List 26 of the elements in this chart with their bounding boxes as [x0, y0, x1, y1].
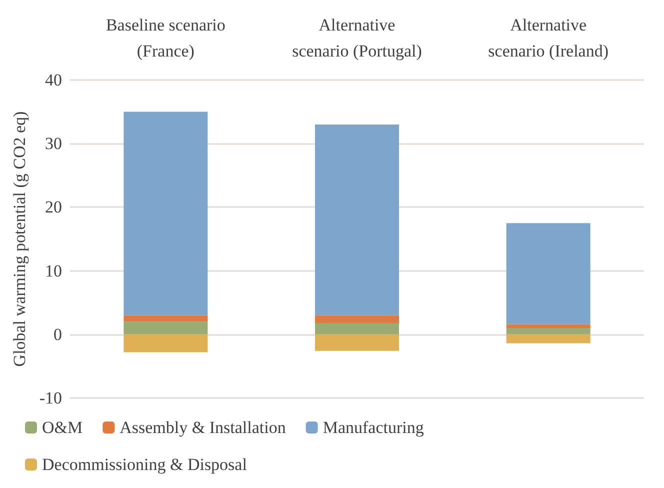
bar: [124, 334, 208, 352]
bar: [315, 334, 399, 351]
bar: [315, 315, 399, 323]
y-tick-label: 20: [45, 198, 62, 217]
y-tick-label: 30: [45, 134, 62, 154]
bar: [315, 124, 399, 316]
x-tick-label: Alternative scenario (Portugal): [292, 16, 422, 60]
legend-label: Assembly & Installation: [120, 418, 286, 437]
legend-label: O&M: [42, 418, 83, 437]
bar: [315, 322, 399, 334]
y-tick-label: 10: [45, 261, 62, 280]
y-axis-title: Global warming potential (g CO2 eq): [10, 111, 29, 367]
bar: [506, 334, 590, 344]
y-tick-label: 0: [54, 324, 62, 344]
legend-label: Manufacturing: [322, 418, 424, 437]
y-tick-label: -10: [39, 388, 62, 408]
bar: [124, 322, 208, 334]
bar: [124, 112, 208, 316]
bar: [506, 324, 590, 328]
x-tick-label: Baseline scenario (France): [106, 16, 226, 60]
x-tick-label: Alternative scenario (Ireland): [488, 16, 609, 60]
legend-label: Decommissioning & Disposal: [42, 455, 248, 474]
bar: [124, 315, 208, 322]
bar: [506, 328, 590, 334]
bar: [506, 223, 590, 324]
y-tick-label: 40: [45, 70, 62, 90]
